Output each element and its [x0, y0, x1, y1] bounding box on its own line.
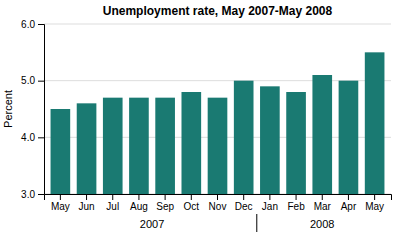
- x-tick-mark: [296, 194, 297, 200]
- title: Unemployment rate, May 2007-May 2008: [103, 4, 333, 18]
- year-label: 2008: [310, 218, 334, 230]
- x-tick: Apr: [341, 194, 357, 212]
- y-tick: 4.0: [21, 132, 44, 143]
- y-tick-mark: [38, 137, 44, 138]
- bar: [155, 98, 175, 194]
- x-tick-label: Feb: [287, 201, 305, 212]
- y-tick: 3.0: [21, 189, 44, 200]
- x-tick: May: [51, 194, 70, 212]
- x-tick: Dec: [235, 194, 253, 212]
- y-tick-label: 4.0: [21, 132, 35, 143]
- x-tick-label: Apr: [341, 201, 357, 212]
- y-tick: 5.0: [21, 75, 44, 86]
- x-tick: May: [365, 194, 384, 212]
- x-tick: Oct: [184, 194, 200, 212]
- x-tick-mark: [191, 194, 192, 200]
- y-tick: 6.0: [21, 19, 44, 30]
- x-tick-label: Aug: [130, 201, 148, 212]
- y-tick-label: 6.0: [21, 19, 35, 30]
- y-tick-mark: [38, 24, 44, 25]
- y-axis: 3.0 4.0 5.0 6.0: [21, 19, 44, 200]
- x-axis: May Jun Jul Aug Sep Oct Nov Dec Jan Feb Mar Apr May: [45, 194, 392, 212]
- annotations: 2007 2008: [140, 214, 335, 232]
- bar: [260, 86, 280, 194]
- x-axis-line: [45, 195, 392, 201]
- y-tick-mark: [38, 81, 44, 82]
- bar: [77, 103, 97, 194]
- bar: [286, 92, 306, 194]
- y-tick-label: 3.0: [21, 189, 35, 200]
- x-tick: Sep: [156, 194, 174, 212]
- chart: 3.0 4.0 5.0 6.0 May Jun Jul Aug Sep Oct Nov Dec Jan F…: [0, 0, 401, 238]
- x-tick: Mar: [314, 194, 332, 212]
- y-axis-title: Percent: [2, 90, 14, 128]
- x-tick: Feb: [287, 194, 305, 212]
- x-tick-mark: [60, 194, 61, 200]
- grid-line: [44, 24, 391, 25]
- x-tick-label: Mar: [314, 201, 332, 212]
- x-tick-label: Sep: [156, 201, 174, 212]
- x-tick-mark: [374, 194, 375, 200]
- bar: [312, 75, 332, 194]
- x-tick-label: Jun: [78, 201, 94, 212]
- y-tick-label: 5.0: [21, 75, 35, 86]
- x-tick-mark: [217, 194, 218, 200]
- bar: [234, 81, 254, 194]
- y-tick-mark: [38, 194, 44, 195]
- x-tick-mark: [165, 194, 166, 200]
- x-tick-mark: [112, 194, 113, 200]
- y-axis-line: [38, 25, 45, 195]
- bar: [181, 92, 201, 194]
- x-tick-label: Dec: [235, 201, 253, 212]
- x-tick-label: May: [51, 201, 70, 212]
- x-tick-mark: [138, 194, 139, 200]
- x-tick-mark: [269, 194, 270, 200]
- bar: [129, 98, 149, 194]
- x-tick-label: May: [365, 201, 384, 212]
- bar: [103, 98, 123, 194]
- x-tick-label: Jul: [106, 201, 119, 212]
- year-label: 2007: [140, 218, 164, 230]
- year-divider: [256, 214, 257, 232]
- plot: 3.0 4.0 5.0 6.0 May Jun Jul Aug Sep Oct Nov Dec Jan F…: [21, 19, 391, 238]
- x-tick-label: Oct: [184, 201, 200, 212]
- bars: [51, 52, 385, 194]
- x-tick: Jun: [78, 194, 94, 212]
- bar: [51, 109, 71, 194]
- bar: [365, 52, 385, 194]
- x-tick: Aug: [130, 194, 148, 212]
- bar: [208, 98, 228, 194]
- x-tick-mark: [322, 194, 323, 200]
- x-tick-mark: [243, 194, 244, 200]
- x-tick: Jul: [106, 194, 119, 212]
- bar: [339, 81, 359, 194]
- x-tick: Jan: [262, 194, 278, 212]
- x-tick-label: Jan: [262, 201, 278, 212]
- x-tick: Nov: [209, 194, 227, 212]
- x-tick-mark: [86, 194, 87, 200]
- x-tick-mark: [348, 194, 349, 200]
- x-tick-label: Nov: [209, 201, 227, 212]
